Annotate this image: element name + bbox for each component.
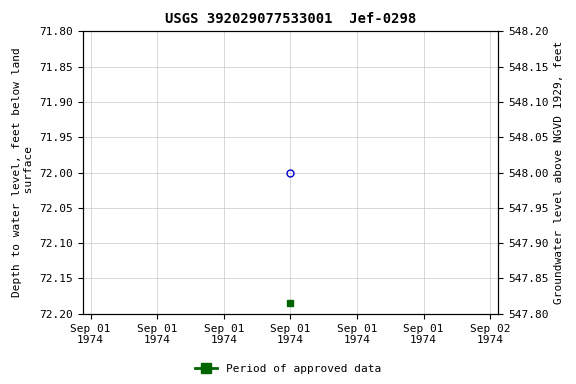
Legend: Period of approved data: Period of approved data [191,359,385,379]
Y-axis label: Groundwater level above NGVD 1929, feet: Groundwater level above NGVD 1929, feet [554,41,564,304]
Title: USGS 392029077533001  Jef-0298: USGS 392029077533001 Jef-0298 [165,12,416,26]
Y-axis label: Depth to water level, feet below land
 surface: Depth to water level, feet below land su… [12,48,33,298]
